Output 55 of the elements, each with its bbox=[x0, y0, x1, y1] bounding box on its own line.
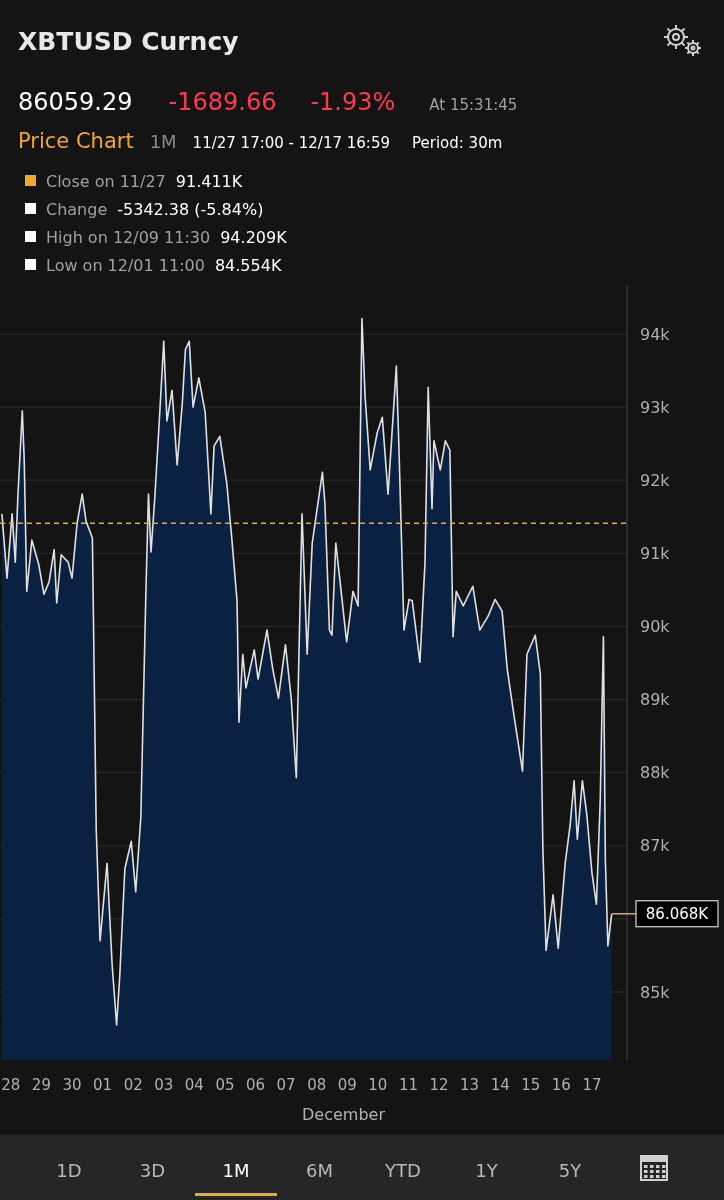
text: High on 12/09 11:30 bbox=[46, 228, 211, 247]
x-tick-label: 14 bbox=[490, 1076, 510, 1094]
text: 91.411K bbox=[175, 172, 243, 191]
x-tick-label: 16 bbox=[551, 1076, 571, 1094]
text: Change bbox=[46, 200, 108, 219]
x-tick-label: 05 bbox=[215, 1076, 235, 1094]
y-tick-label: 85k bbox=[640, 982, 671, 1002]
text: 6M bbox=[306, 1160, 333, 1181]
text: 94.209K bbox=[220, 228, 288, 247]
text: 1M bbox=[149, 131, 177, 152]
x-tick-label: 17 bbox=[582, 1076, 602, 1094]
x-tick-label: 13 bbox=[460, 1076, 480, 1094]
y-tick-label: 90k bbox=[640, 617, 671, 637]
y-tick-label: 89k bbox=[640, 690, 671, 710]
y-tick-label: 88k bbox=[640, 763, 671, 783]
annotation: 86.068K bbox=[645, 905, 710, 924]
y-tick-label: 87k bbox=[640, 836, 671, 856]
x-tick-label: 09 bbox=[337, 1076, 357, 1094]
x-tick-label: 06 bbox=[245, 1076, 266, 1094]
x-tick-label: 04 bbox=[184, 1076, 204, 1094]
x-axis-title: December bbox=[302, 1105, 386, 1124]
text: 1D bbox=[56, 1160, 82, 1181]
text: 1Y bbox=[475, 1160, 499, 1181]
text: 84.554K bbox=[214, 256, 282, 275]
text: 3D bbox=[139, 1160, 166, 1181]
y-tick-label: 91k bbox=[640, 543, 671, 563]
x-tick-label: 10 bbox=[368, 1076, 388, 1094]
x-tick-label: 01 bbox=[93, 1076, 113, 1094]
text: Close on 11/27 bbox=[46, 172, 166, 191]
text: -1.93% bbox=[310, 88, 396, 116]
y-tick-label: 94k bbox=[640, 324, 671, 344]
text: 86059.29 bbox=[18, 88, 133, 116]
y-tick-label: 93k bbox=[640, 397, 671, 417]
x-tick-label: 02 bbox=[123, 1076, 143, 1094]
x-tick-label: 03 bbox=[154, 1076, 174, 1094]
x-tick-label: 11 bbox=[398, 1076, 418, 1094]
x-tick-label: 29 bbox=[31, 1076, 51, 1094]
text: -5342.38 (-5.84%) bbox=[117, 200, 264, 219]
chart-title: XBTUSD Curncy bbox=[18, 27, 239, 56]
y-tick-label: 92k bbox=[640, 470, 671, 490]
x-tick-label: 12 bbox=[429, 1076, 449, 1094]
x-tick-label: 28 bbox=[1, 1076, 21, 1094]
text: 11/27 17:00 - 12/17 16:59 bbox=[192, 134, 391, 152]
text: YTD bbox=[384, 1160, 421, 1181]
text: Low on 12/01 11:00 bbox=[46, 256, 205, 275]
text: 5Y bbox=[558, 1160, 583, 1181]
x-tick-label: 30 bbox=[62, 1076, 82, 1094]
text: Period: 30m bbox=[412, 134, 503, 152]
x-tick-label: 08 bbox=[307, 1076, 327, 1094]
text: -1689.66 bbox=[168, 88, 277, 116]
x-tick-label: 07 bbox=[276, 1076, 296, 1094]
x-tick-label: 15 bbox=[521, 1076, 541, 1094]
text: Price Chart bbox=[18, 129, 134, 153]
text: At 15:31:45 bbox=[429, 96, 518, 114]
text: 1M bbox=[222, 1160, 250, 1181]
